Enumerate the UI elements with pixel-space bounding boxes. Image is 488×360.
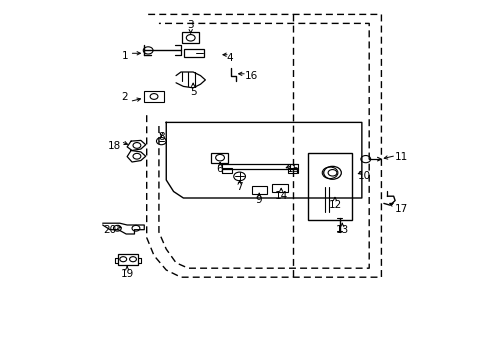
- Bar: [307, 153, 351, 220]
- Bar: [144, 91, 163, 102]
- Text: 13: 13: [335, 225, 348, 235]
- Text: 12: 12: [327, 200, 341, 210]
- Bar: [222, 168, 232, 173]
- Text: 16: 16: [244, 71, 258, 81]
- Text: 18: 18: [108, 141, 122, 151]
- Text: 3: 3: [187, 20, 194, 30]
- Text: 19: 19: [120, 269, 134, 279]
- Text: 6: 6: [216, 164, 223, 174]
- Bar: [211, 153, 228, 163]
- Bar: [271, 184, 287, 192]
- Bar: [118, 254, 138, 265]
- Text: 5: 5: [189, 87, 196, 97]
- Text: 7: 7: [236, 182, 243, 192]
- Text: 14: 14: [274, 191, 287, 201]
- Bar: [287, 168, 297, 173]
- Text: 17: 17: [393, 204, 407, 214]
- Bar: [252, 186, 266, 194]
- Text: 4: 4: [226, 53, 233, 63]
- Text: 20: 20: [103, 225, 116, 235]
- Bar: [183, 49, 204, 57]
- Text: 9: 9: [255, 195, 262, 205]
- Text: 8: 8: [158, 132, 164, 142]
- Text: 10: 10: [357, 171, 370, 181]
- Text: 1: 1: [121, 51, 128, 61]
- Text: 2: 2: [121, 92, 128, 102]
- Bar: [182, 32, 199, 43]
- Text: 11: 11: [393, 152, 407, 162]
- Text: 15: 15: [286, 164, 300, 174]
